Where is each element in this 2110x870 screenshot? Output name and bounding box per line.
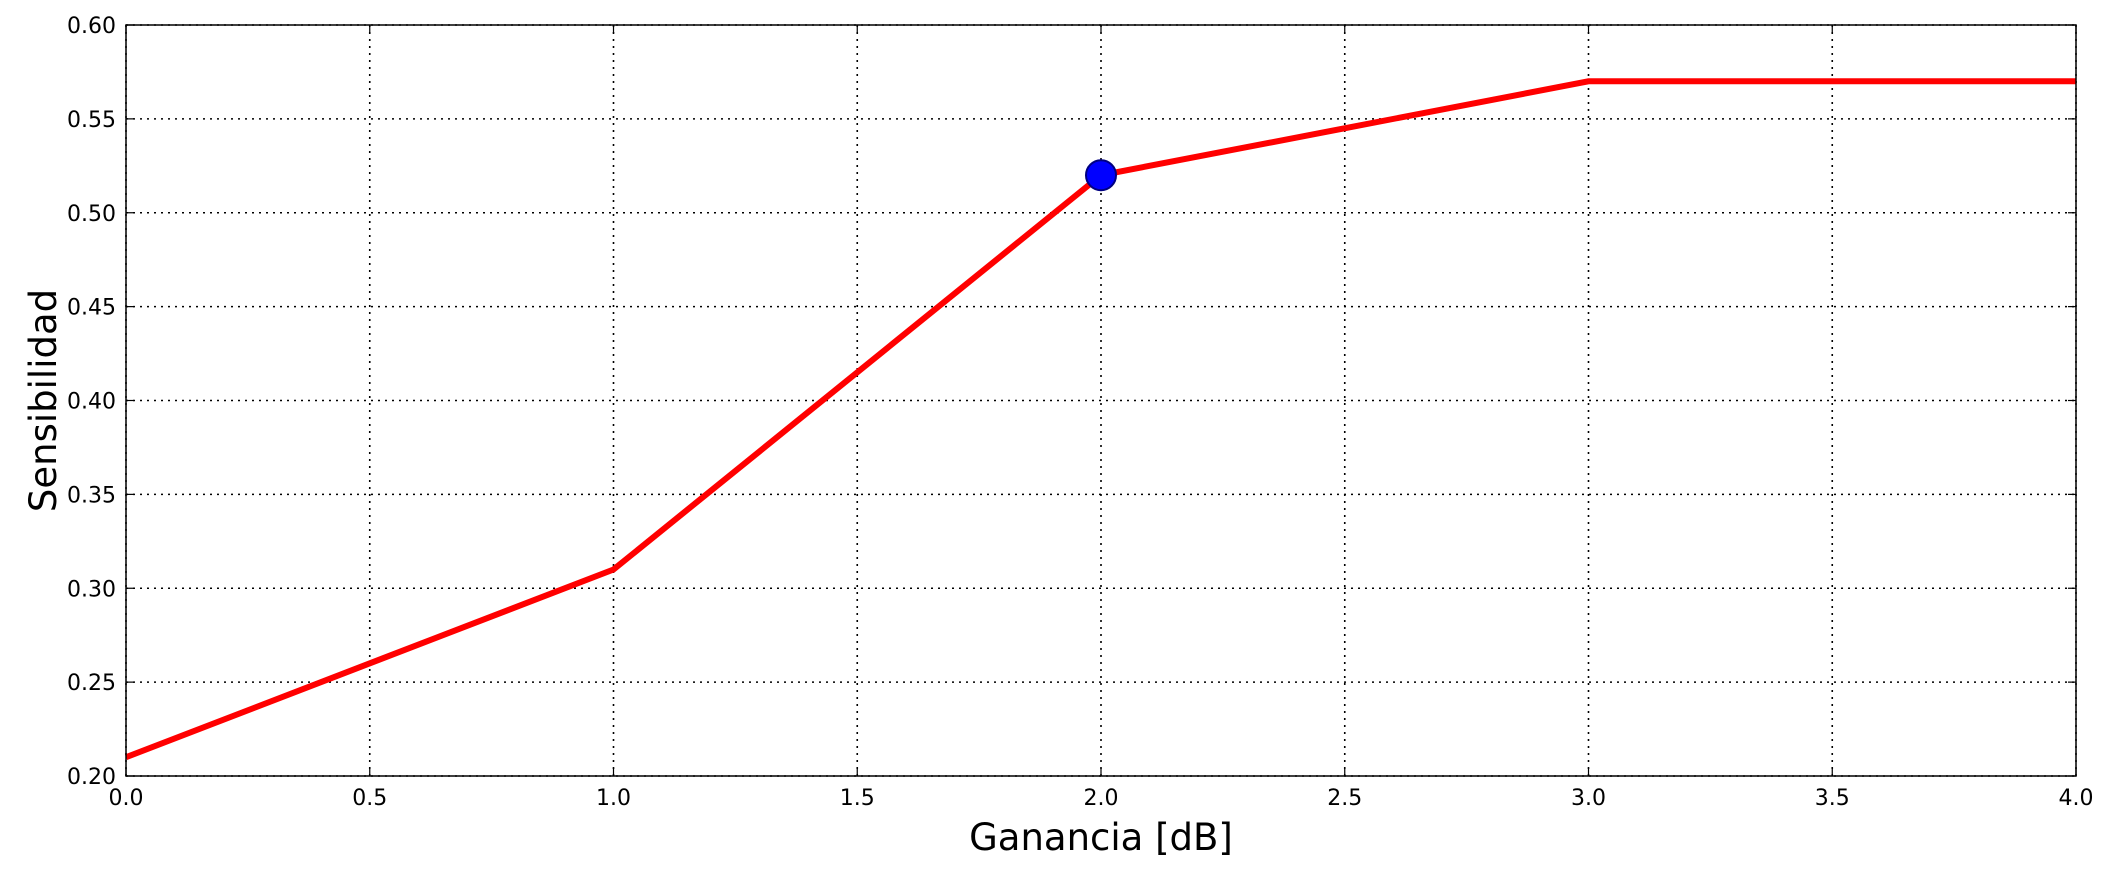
y-tick-label: 0.40 bbox=[67, 390, 116, 415]
y-tick-label: 0.25 bbox=[67, 671, 116, 696]
x-axis-title: Ganancia [dB] bbox=[969, 816, 1233, 859]
y-tick-label: 0.55 bbox=[67, 108, 116, 133]
y-tick-labels: 0.20 0.25 0.30 0.35 0.40 0.45 0.50 0.55 0.60 bbox=[67, 14, 116, 790]
x-tick-label: 2.0 bbox=[1084, 786, 1119, 811]
x-tick-label: 3.5 bbox=[1815, 786, 1850, 811]
x-tick-label: 1.5 bbox=[840, 786, 875, 811]
x-tick-label: 4.0 bbox=[2059, 786, 2094, 811]
x-tick-label: 3.0 bbox=[1571, 786, 1606, 811]
x-tick-label: 2.5 bbox=[1327, 786, 1362, 811]
marker-layer bbox=[1085, 159, 1117, 192]
highlight-point bbox=[1085, 159, 1117, 192]
y-tick-label: 0.35 bbox=[67, 483, 116, 508]
x-tick-label: 1.0 bbox=[596, 786, 631, 811]
grid bbox=[125, 24, 2077, 777]
y-tick-label: 0.60 bbox=[67, 14, 116, 39]
ticks bbox=[125, 24, 2077, 777]
x-tick-label: 0.5 bbox=[352, 786, 387, 811]
x-tick-label: 0.0 bbox=[109, 786, 144, 811]
y-tick-label: 0.45 bbox=[67, 296, 116, 321]
y-tick-label: 0.30 bbox=[67, 577, 116, 602]
y-tick-label: 0.20 bbox=[67, 765, 116, 790]
y-axis-title: Sensibilidad bbox=[22, 289, 65, 512]
x-tick-labels: 0.0 0.5 1.0 1.5 2.0 2.5 3.0 3.5 4.0 bbox=[109, 786, 2094, 811]
y-tick-label: 0.50 bbox=[67, 202, 116, 227]
